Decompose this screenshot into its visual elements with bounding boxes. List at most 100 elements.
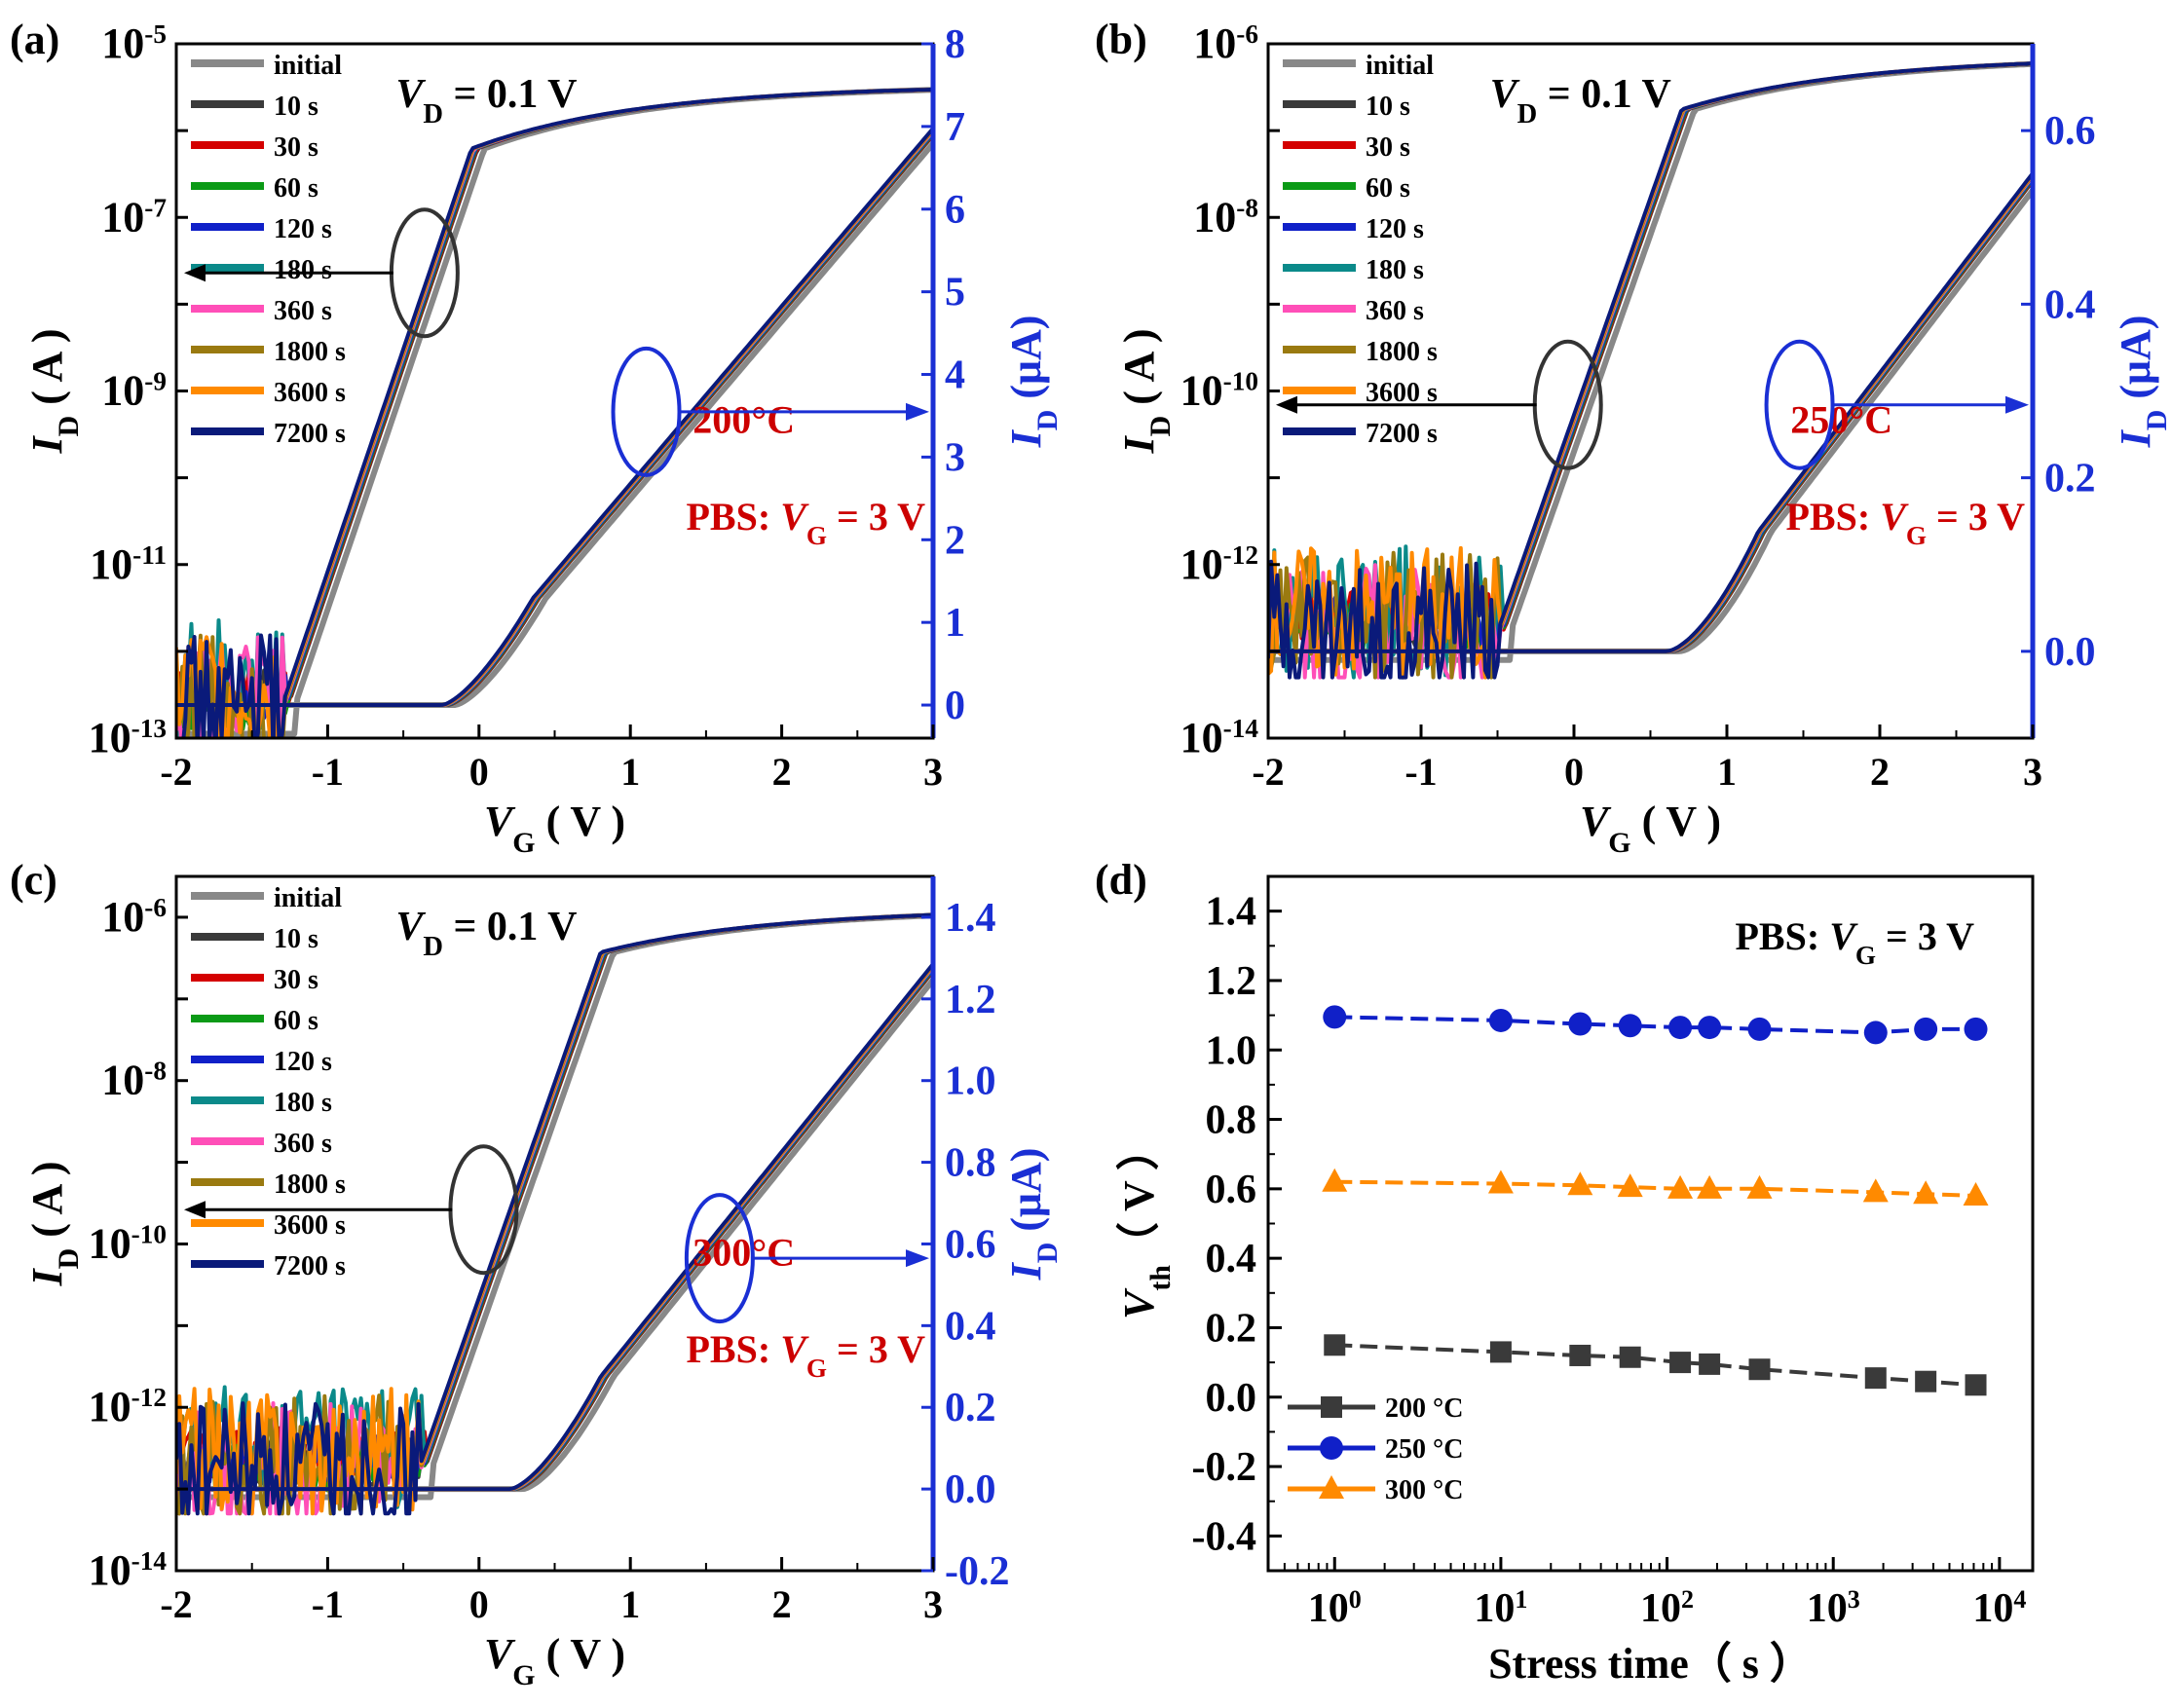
legend-label: 250 °C — [1385, 1434, 1463, 1465]
panel-label: (b) — [1095, 16, 1147, 63]
y2-tick-label: 7 — [945, 105, 965, 150]
legend-label: 30 s — [1366, 132, 1410, 163]
x-tick-label: -2 — [160, 750, 192, 794]
x-tick-label: 1 — [620, 750, 640, 794]
legend-label: 7200 s — [274, 419, 346, 449]
legend-label: 10 s — [1366, 92, 1410, 122]
annotation-vd: VD = 0.1 V — [1490, 72, 1671, 130]
data-point — [1667, 1174, 1694, 1199]
legend-label: initial — [274, 51, 342, 81]
x-axis-label: Stress time（ s ） — [1488, 1640, 1813, 1688]
x-tick-label: -2 — [160, 1582, 192, 1626]
legend-label: 1800 s — [1366, 337, 1438, 367]
y2-axis-label: ID (μA) — [2112, 316, 2172, 449]
legend-label: 120 s — [274, 214, 332, 244]
y2-tick-label: 0.6 — [945, 1222, 996, 1267]
legend-label: 180 s — [274, 1088, 332, 1118]
legend-label: 180 s — [1366, 255, 1424, 285]
data-point — [1322, 1168, 1348, 1192]
data-point — [1965, 1374, 1987, 1396]
legend-label: 120 s — [274, 1047, 332, 1077]
legend-label: 60 s — [274, 1006, 318, 1036]
y-tick-label: 10-10 — [89, 1219, 167, 1267]
data-point — [1914, 1017, 1938, 1041]
legend-label: 10 s — [274, 92, 318, 122]
data-point — [1323, 1005, 1347, 1029]
annotation-pbs: PBS: VG = 3 V — [687, 1327, 926, 1383]
x-tick-label: 2 — [772, 750, 792, 794]
y-tick-label: 0.4 — [1206, 1237, 1257, 1281]
panel-label: (d) — [1095, 856, 1147, 904]
x-tick-label: -2 — [1252, 750, 1284, 794]
left-arrowhead — [184, 264, 206, 282]
series-log-7200s — [1268, 61, 2033, 680]
legend-label: 180 s — [274, 255, 332, 285]
data-point — [1864, 1367, 1887, 1390]
y-tick-label: 10-5 — [101, 19, 167, 67]
legend-marker — [1321, 1396, 1342, 1418]
legend-label: 360 s — [274, 1129, 332, 1159]
y-tick-label: 10-12 — [1180, 540, 1258, 588]
legend-label: 60 s — [1366, 173, 1410, 204]
data-point — [1913, 1180, 1939, 1205]
annotation-vd: VD = 0.1 V — [395, 905, 577, 962]
y-tick-label: 0.0 — [1206, 1376, 1257, 1421]
series-log-120s — [176, 912, 933, 1487]
data-point — [1697, 1174, 1723, 1199]
y2-tick-label: 6 — [945, 188, 965, 233]
x-tick-label: 102 — [1640, 1585, 1694, 1632]
left-arrowhead — [1276, 395, 1297, 414]
legend: initial 10 s 30 s 60 s 120 s 180 s 360 s 1800 s… — [191, 51, 346, 449]
y2-tick-label: 5 — [945, 271, 965, 316]
y-tick-label: 10-6 — [101, 893, 167, 941]
y-axis-label: ID ( A ) — [23, 1162, 85, 1287]
panel-a: -2 -1 0 1 2 3 VG ( V ) 10-5 10-7 10-9 10-11 10-13 ID… — [10, 16, 1064, 859]
panel-d: 100 101 102 103 104 Stress time（ s ） 1.4 1.2 1.0… — [1095, 856, 2035, 1688]
x-tick-label: -1 — [312, 750, 344, 794]
y-axis-label-group: ID ( A ) — [23, 329, 85, 455]
y2-tick-label: 0 — [945, 684, 965, 728]
legend-label: 1800 s — [274, 337, 346, 367]
annotation-temperature: 200°C — [693, 397, 795, 441]
x-tick-label: 3 — [923, 750, 943, 794]
y-tick-label: 10-10 — [1180, 367, 1258, 415]
legend-label: initial — [1366, 51, 1434, 81]
y-tick-label: 1.4 — [1206, 890, 1257, 935]
x-tick-label: 2 — [1870, 750, 1890, 794]
y2-tick-label: 0.0 — [2044, 630, 2096, 675]
y-tick-label: -0.2 — [1192, 1445, 1257, 1490]
x-tick-label: 3 — [2023, 750, 2042, 794]
x-tick-label: 2 — [772, 1582, 792, 1626]
series-log-7200s — [181, 87, 933, 738]
series-line — [1334, 1343, 1976, 1388]
x-tick-label: 0 — [1564, 750, 1584, 794]
data-point — [1568, 1012, 1592, 1036]
right-circle-marker — [611, 346, 682, 477]
y2-axis-label-group: ID (μA) — [1002, 1148, 1064, 1281]
legend-label: 3600 s — [1366, 378, 1438, 408]
y-axis-label: ID ( A ) — [23, 329, 85, 455]
series-lin-7200s — [1268, 171, 2033, 653]
x-axis-label: VG ( V ) — [1580, 798, 1721, 859]
x-tick-label: 100 — [1308, 1585, 1362, 1632]
y2-tick-label: 0.0 — [945, 1467, 996, 1512]
y2-axis-label-group: ID (μA) — [1002, 316, 1064, 449]
series-log-10s — [176, 912, 933, 1487]
legend-label: 360 s — [274, 296, 332, 326]
left-arrowhead — [184, 1201, 206, 1219]
y2-tick-label: 0.8 — [945, 1141, 996, 1186]
right-arrowhead — [906, 402, 929, 421]
legend-label: 7200 s — [274, 1251, 346, 1281]
y-tick-label: 0.8 — [1206, 1098, 1257, 1143]
y-axis-label: ID ( A ) — [1115, 329, 1177, 455]
legend-label: 7200 s — [1366, 419, 1438, 449]
x-axis-label: VG ( V ) — [484, 798, 625, 859]
panel-b: -2 -1 0 1 2 3 VG ( V ) 10-6 10-8 10-10 10-12 10-14 I… — [1095, 16, 2172, 859]
plot-frame — [1266, 874, 2035, 1573]
legend-label: 10 s — [274, 924, 318, 954]
data-point — [1747, 1017, 1772, 1041]
y-tick-label: 10-9 — [101, 367, 167, 415]
y-tick-label: 10-11 — [90, 540, 167, 588]
y2-tick-label: 1.0 — [945, 1059, 996, 1104]
